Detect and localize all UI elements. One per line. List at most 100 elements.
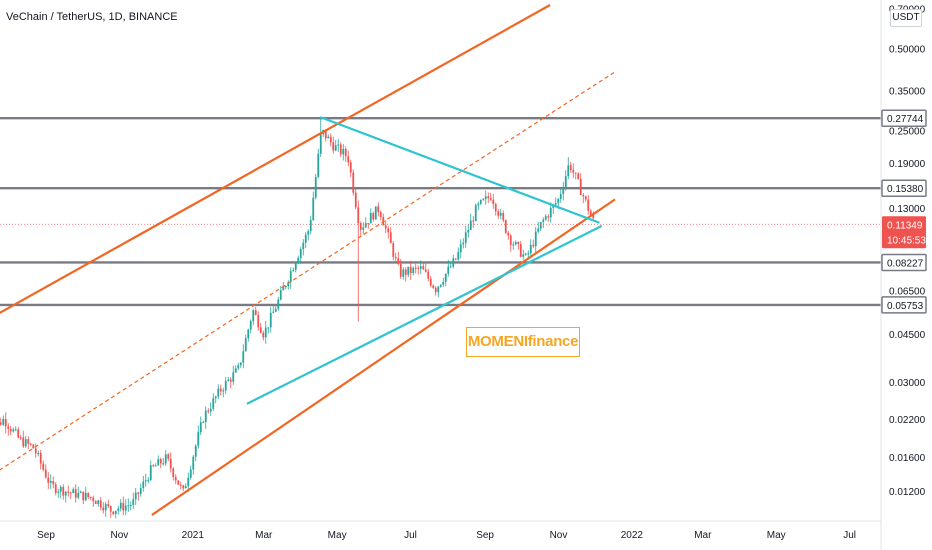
candle-body-105 — [249, 321, 252, 330]
candle-body-95 — [224, 381, 227, 391]
candle-body-98 — [232, 372, 235, 382]
candle-body-14 — [22, 437, 25, 447]
candle-body-225 — [549, 207, 552, 218]
candle-body-93 — [219, 388, 222, 392]
candle-body-227 — [554, 203, 557, 205]
candle-body-203 — [494, 204, 497, 212]
candle-body-123 — [294, 263, 297, 270]
channel-lower-line[interactable] — [151, 198, 616, 516]
candle-body-17 — [29, 443, 32, 445]
trend-channel[interactable] — [0, 4, 616, 516]
candle-body-169 — [409, 266, 412, 274]
candle-body-76 — [177, 480, 180, 485]
candle-body-117 — [279, 290, 282, 300]
candle-body-22 — [42, 463, 45, 470]
candle-body-119 — [284, 285, 287, 288]
candle-body-8 — [7, 426, 10, 429]
candle-body-73 — [169, 458, 172, 469]
y-tick-label-6: 0.06500 — [889, 286, 926, 297]
candle-body-12 — [17, 429, 20, 438]
candle-body-200 — [487, 196, 490, 199]
candle-body-36 — [77, 492, 80, 498]
candle-body-50 — [112, 511, 115, 514]
candle-body-51 — [114, 510, 117, 514]
candle-body-233 — [569, 165, 572, 171]
candle-body-163 — [394, 256, 397, 259]
candle-body-108 — [257, 314, 260, 328]
candle-body-207 — [504, 220, 507, 233]
candle-body-140 — [337, 144, 340, 146]
candle-body-92 — [217, 388, 220, 397]
candle-body-39 — [84, 492, 87, 501]
candle-body-149 — [359, 223, 362, 230]
candle-body-156 — [377, 206, 380, 213]
candle-body-13 — [19, 437, 22, 439]
x-tick-label-2: 2021 — [182, 530, 205, 541]
y-tick-label-8: 0.03000 — [889, 378, 926, 389]
level-label-3: 0.05753 — [887, 301, 924, 312]
candle-body-190 — [462, 242, 465, 245]
candle-body-137 — [329, 136, 332, 143]
triangle-upper-line[interactable] — [319, 116, 600, 224]
candle-body-77 — [179, 484, 182, 486]
candle-body-229 — [559, 193, 562, 199]
candle-body-224 — [547, 216, 550, 218]
candle-body-23 — [44, 469, 47, 478]
candle-body-42 — [92, 497, 95, 502]
y-tick-label-5: 0.13000 — [889, 204, 926, 215]
candle-body-9 — [9, 428, 12, 432]
candle-body-205 — [499, 213, 502, 216]
channel-mid-line[interactable] — [0, 71, 616, 493]
candle-body-94 — [222, 390, 225, 392]
candle-body-84 — [197, 432, 200, 446]
candle-body-115 — [274, 308, 277, 312]
candle-body-11 — [14, 429, 17, 431]
candle-body-179 — [434, 287, 437, 293]
price-unit-badge[interactable]: USDT — [890, 9, 922, 27]
candle-body-97 — [229, 379, 232, 382]
candle-body-44 — [97, 500, 100, 504]
x-tick-label-0: Sep — [37, 530, 55, 541]
candle-body-20 — [37, 453, 40, 455]
candle-body-35 — [74, 489, 77, 498]
candle-body-40 — [87, 492, 90, 498]
time-axis[interactable]: Sep Nov 2021 Mar May Jul Sep Nov 2022 Mar May Jul — [37, 530, 856, 541]
y-tick-label-11: 0.01200 — [889, 487, 926, 498]
candle-body-181 — [439, 284, 442, 287]
candle-body-54 — [122, 502, 125, 511]
y-tick-label-2: 0.35000 — [889, 87, 926, 98]
candle-body-167 — [404, 269, 407, 275]
channel-upper-line[interactable] — [0, 4, 551, 333]
candle-body-101 — [239, 362, 242, 366]
candle-body-10 — [12, 429, 15, 432]
candle-body-215 — [524, 253, 527, 255]
candle-body-132 — [317, 153, 320, 178]
candle-body-24 — [47, 477, 50, 483]
candle-body-210 — [512, 244, 515, 246]
candle-body-182 — [442, 281, 445, 285]
x-tick-label-6: Sep — [476, 530, 494, 541]
triangle-lower-line[interactable] — [246, 224, 603, 405]
candle-body-34 — [72, 489, 75, 494]
candle-body-221 — [539, 222, 542, 229]
candle-body-21 — [39, 453, 42, 464]
candle-body-29 — [59, 486, 62, 492]
candle-body-89 — [209, 408, 212, 412]
candle-body-103 — [244, 338, 247, 352]
candle-body-231 — [564, 176, 567, 188]
candle-body-16 — [27, 439, 30, 444]
candle-body-116 — [277, 299, 280, 309]
candle-body-212 — [517, 241, 520, 245]
candle-body-83 — [194, 445, 197, 457]
triangle-pattern[interactable] — [246, 116, 603, 405]
candle-body-153 — [369, 212, 372, 224]
current-price-countdown: 10:45:53 — [887, 235, 926, 246]
level-label-0: 0.27744 — [887, 114, 924, 125]
chart-title: VeChain / TetherUS, 1D, BINANCE — [6, 11, 178, 23]
candle-body-145 — [349, 162, 352, 173]
candle-body-107 — [254, 310, 257, 315]
candle-body-109 — [259, 327, 262, 333]
candle-body-238 — [582, 195, 585, 197]
